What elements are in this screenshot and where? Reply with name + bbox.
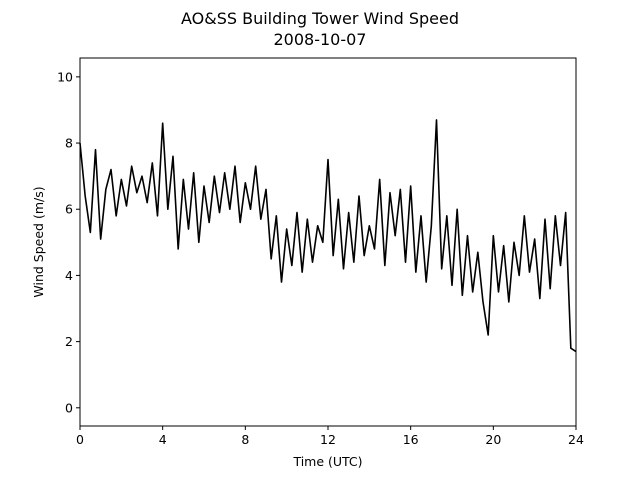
plot-area — [79, 119, 577, 353]
x-tick-label: 24 — [568, 432, 584, 447]
x-tick-label: 16 — [403, 432, 419, 447]
axes-frame — [79, 57, 577, 427]
y-tick-label: 8 — [65, 136, 73, 151]
y-tick-label: 4 — [65, 268, 73, 283]
chart-title: AO&SS Building Tower Wind Speed — [181, 9, 459, 28]
y-tick-label: 6 — [65, 202, 73, 217]
x-axis-label: Time (UTC) — [292, 454, 362, 469]
x-tick-label: 0 — [76, 432, 84, 447]
x-tick-label: 20 — [485, 432, 501, 447]
y-tick-label: 2 — [65, 334, 73, 349]
y-axis-label: Wind Speed (m/s) — [31, 186, 46, 297]
x-tick-label: 4 — [159, 432, 167, 447]
x-tick-label: 12 — [320, 432, 336, 447]
x-tick-label: 8 — [241, 432, 249, 447]
data-line — [79, 119, 577, 353]
y-tick-label: 0 — [65, 400, 73, 415]
chart-subtitle: 2008-10-07 — [274, 30, 367, 49]
y-tick-label: 10 — [57, 69, 73, 84]
